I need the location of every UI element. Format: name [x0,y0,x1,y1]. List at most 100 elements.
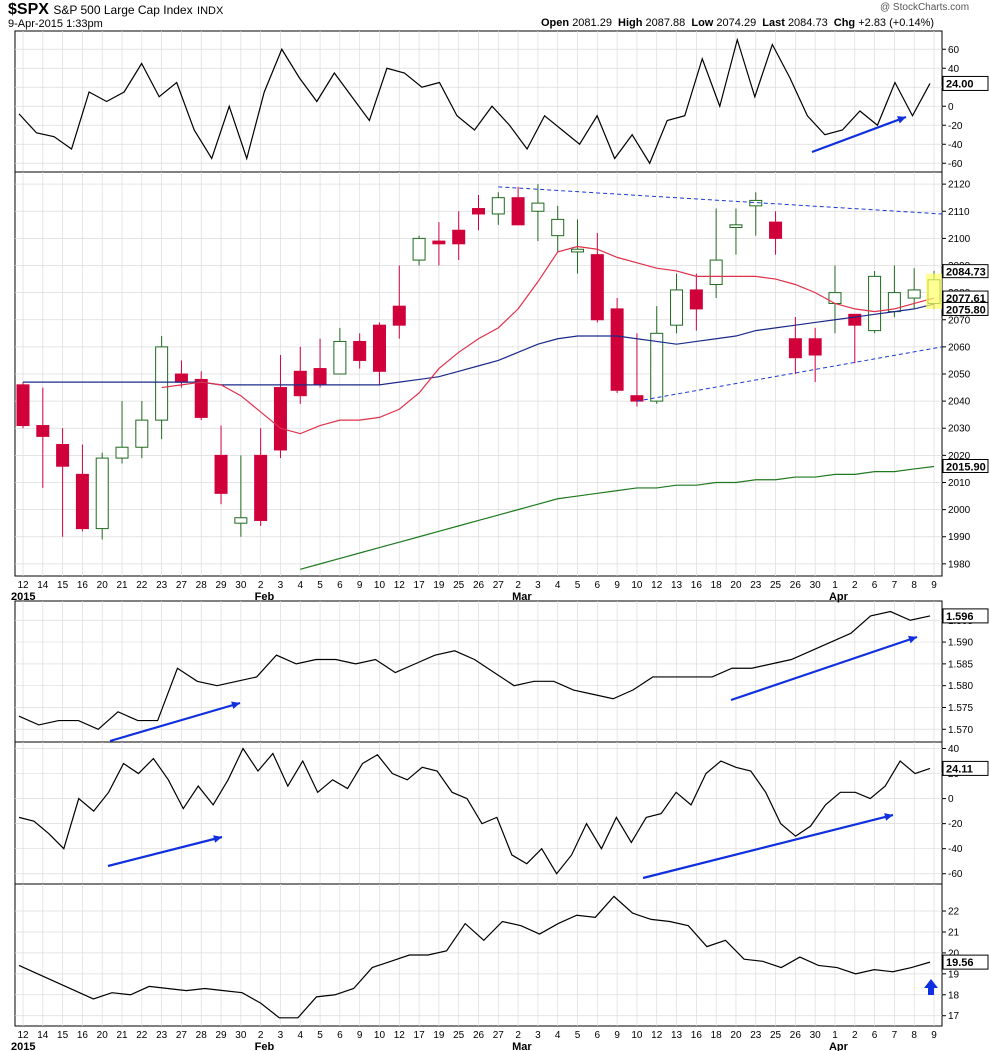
x-tick-label: 6 [337,580,343,591]
x-tick-label: 4 [297,1030,303,1041]
candle-body [412,237,426,261]
x-tick-label: 28 [196,1030,208,1041]
y-tick-label: 1980 [948,559,971,570]
candle-body [452,229,466,245]
annotation-arrow-ratio-left-head [231,701,240,710]
x-tick-label: 3 [535,580,541,591]
x-tick-label: 5 [575,1030,581,1041]
price-last-value-box [942,264,989,279]
x-tick-label: 4 [555,580,561,591]
candle-body [254,454,268,521]
x-tick-label: 4 [297,580,303,591]
x-tick-label: 18 [711,1030,723,1041]
x-tick-label: 25 [770,1030,782,1041]
x-tick-label: 26 [473,580,485,591]
candle-body [689,289,703,310]
x-tick-label: 29 [215,1030,227,1041]
candle-body [313,368,327,386]
x-tick-label: 2 [258,1030,264,1041]
candle-body [749,199,763,207]
x-tick-label: 25 [453,1030,465,1041]
x-month-label: Feb [255,1041,275,1051]
x-tick-label: 9 [614,1030,620,1041]
x-tick-label: 27 [493,580,505,591]
candle-body [769,221,783,239]
candle-body [491,197,505,215]
y-tick-label: 1.570 [948,725,973,736]
annotation-arrow-top-head [897,116,906,124]
x-tick-label: 16 [77,1030,89,1041]
x-tick-label: 22 [136,1030,148,1041]
candle-body [788,338,802,359]
x-tick-label: 30 [810,1030,822,1041]
support-trendline [636,346,943,402]
x-tick-label: 16 [691,580,703,591]
x-tick-label: 2 [852,580,858,591]
y-tick-label: 1.585 [948,659,973,670]
x-tick-label: 21 [116,580,128,591]
y-tick-label: 40 [948,744,960,755]
sma-long-line [300,465,935,570]
annotation-arrow-ratio-right-head [908,635,917,644]
candle-body [610,308,624,391]
y-tick-label: 60 [948,45,960,56]
x-tick-label: 15 [57,580,69,591]
candle-body [729,224,743,229]
y-tick-label: 2110 [948,207,970,218]
candle-body [353,340,367,361]
y-tick-label: 19 [948,969,960,980]
candle-body [511,197,525,226]
x-tick-label: 12 [17,580,29,591]
last-value-box [942,75,989,91]
y-tick-label: 21 [948,927,960,938]
x-month-label: 2015 [11,591,35,603]
y-tick-label: 17 [948,1011,960,1022]
x-tick-label: 27 [176,580,188,591]
y-tick-label: 2000 [948,505,971,516]
candle-body [16,384,30,427]
x-month-label: Mar [512,1041,532,1051]
x-tick-label: 1 [832,580,838,591]
candle-body [907,289,921,299]
x-tick-label: 10 [631,1030,643,1041]
x-tick-label: 30 [235,1030,247,1041]
up-arrow-icon [924,979,938,995]
sma-short-line [161,245,935,435]
x-tick-label: 23 [750,580,762,591]
y-tick-label: 40 [948,64,960,75]
y-tick-label: 2060 [948,342,971,353]
last-value-box [942,608,989,624]
x-tick-label: 2 [515,580,521,591]
x-tick-label: 12 [394,580,406,591]
x-tick-label: 6 [595,580,601,591]
panel-indicator-mid [14,741,946,885]
last-value-label: 1.596 [946,611,974,623]
exchange: INDX [197,5,224,17]
x-tick-label: 14 [37,1030,49,1041]
last-value: 2084.73 [787,17,828,29]
candle-body [155,346,169,421]
candle-body [36,425,50,437]
candle-body [174,373,188,383]
y-tick-label: 18 [948,990,960,1001]
x-tick-label: 19 [433,580,445,591]
x-tick-label: 18 [711,580,723,591]
series-line-indicator-top [18,37,931,165]
x-tick-label: 9 [357,580,363,591]
x-tick-label: 15 [57,1030,69,1041]
x-tick-label: 12 [17,1030,29,1041]
x-tick-label: 26 [473,1030,485,1041]
x-tick-label: 7 [892,580,898,591]
panel-price [14,171,946,577]
symbol-name: S&P 500 Large Cap Index [53,3,193,17]
annotation-arrow-mid-left-head [213,835,222,843]
y-tick-label: 22 [948,907,960,918]
y-tick-label: 2040 [948,397,971,408]
x-tick-label: 6 [872,1030,878,1041]
x-tick-label: 27 [176,1030,188,1041]
y-tick-label: -20 [948,121,963,132]
series-line-indicator-mid [18,747,931,875]
x-tick-label: 21 [116,1030,128,1041]
candle-body [650,332,664,402]
